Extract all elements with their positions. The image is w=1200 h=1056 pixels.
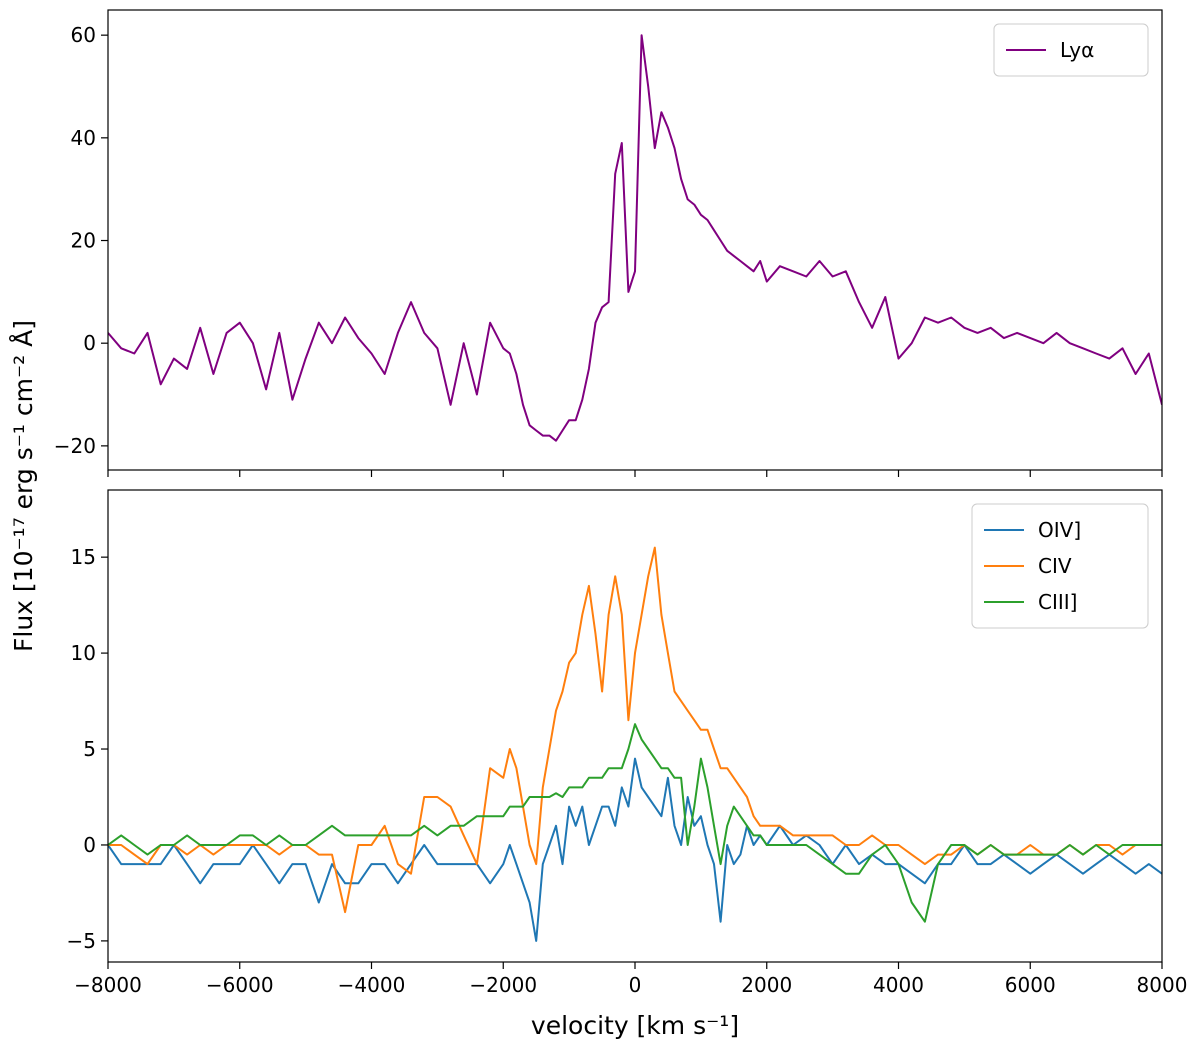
y-tick-label: 20 (71, 229, 96, 253)
y-tick-label: 40 (71, 126, 96, 150)
y-tick-label: 0 (83, 331, 96, 355)
y-tick-label: −20 (54, 434, 96, 458)
plot-area (108, 546, 1162, 942)
legend-label: CIV (1038, 554, 1072, 578)
y-tick-label: −5 (67, 929, 96, 953)
y-tick-label: 60 (71, 23, 96, 47)
x-tick-label: −4000 (338, 973, 406, 997)
y-axis-label: Flux [10⁻¹⁷ erg s⁻¹ cm⁻² Å] (9, 320, 38, 652)
x-tick-label: 6000 (1005, 973, 1056, 997)
y-tick-label: 0 (83, 833, 96, 857)
legend-box (971, 503, 1149, 629)
plot-area (108, 34, 1162, 442)
series-line (108, 546, 1162, 914)
legend-label: OIV] (1038, 518, 1081, 542)
series-line (108, 723, 1162, 923)
x-tick-label: 0 (629, 973, 642, 997)
x-axis-label: velocity [km s⁻¹] (531, 1011, 739, 1040)
x-tick-label: 8000 (1137, 973, 1188, 997)
x-tick-label: −8000 (74, 973, 142, 997)
y-tick-label: 5 (83, 737, 96, 761)
x-tick-label: −2000 (469, 973, 537, 997)
legend-label: Lyα (1060, 38, 1094, 62)
legend-label: CIII] (1038, 590, 1077, 614)
series-line (108, 34, 1162, 442)
y-tick-label: 15 (71, 545, 96, 569)
y-tick-label: 10 (71, 641, 96, 665)
x-tick-label: 2000 (741, 973, 792, 997)
series-line (108, 757, 1162, 942)
legend-box (993, 23, 1149, 77)
x-tick-label: −6000 (206, 973, 274, 997)
x-tick-label: 4000 (873, 973, 924, 997)
